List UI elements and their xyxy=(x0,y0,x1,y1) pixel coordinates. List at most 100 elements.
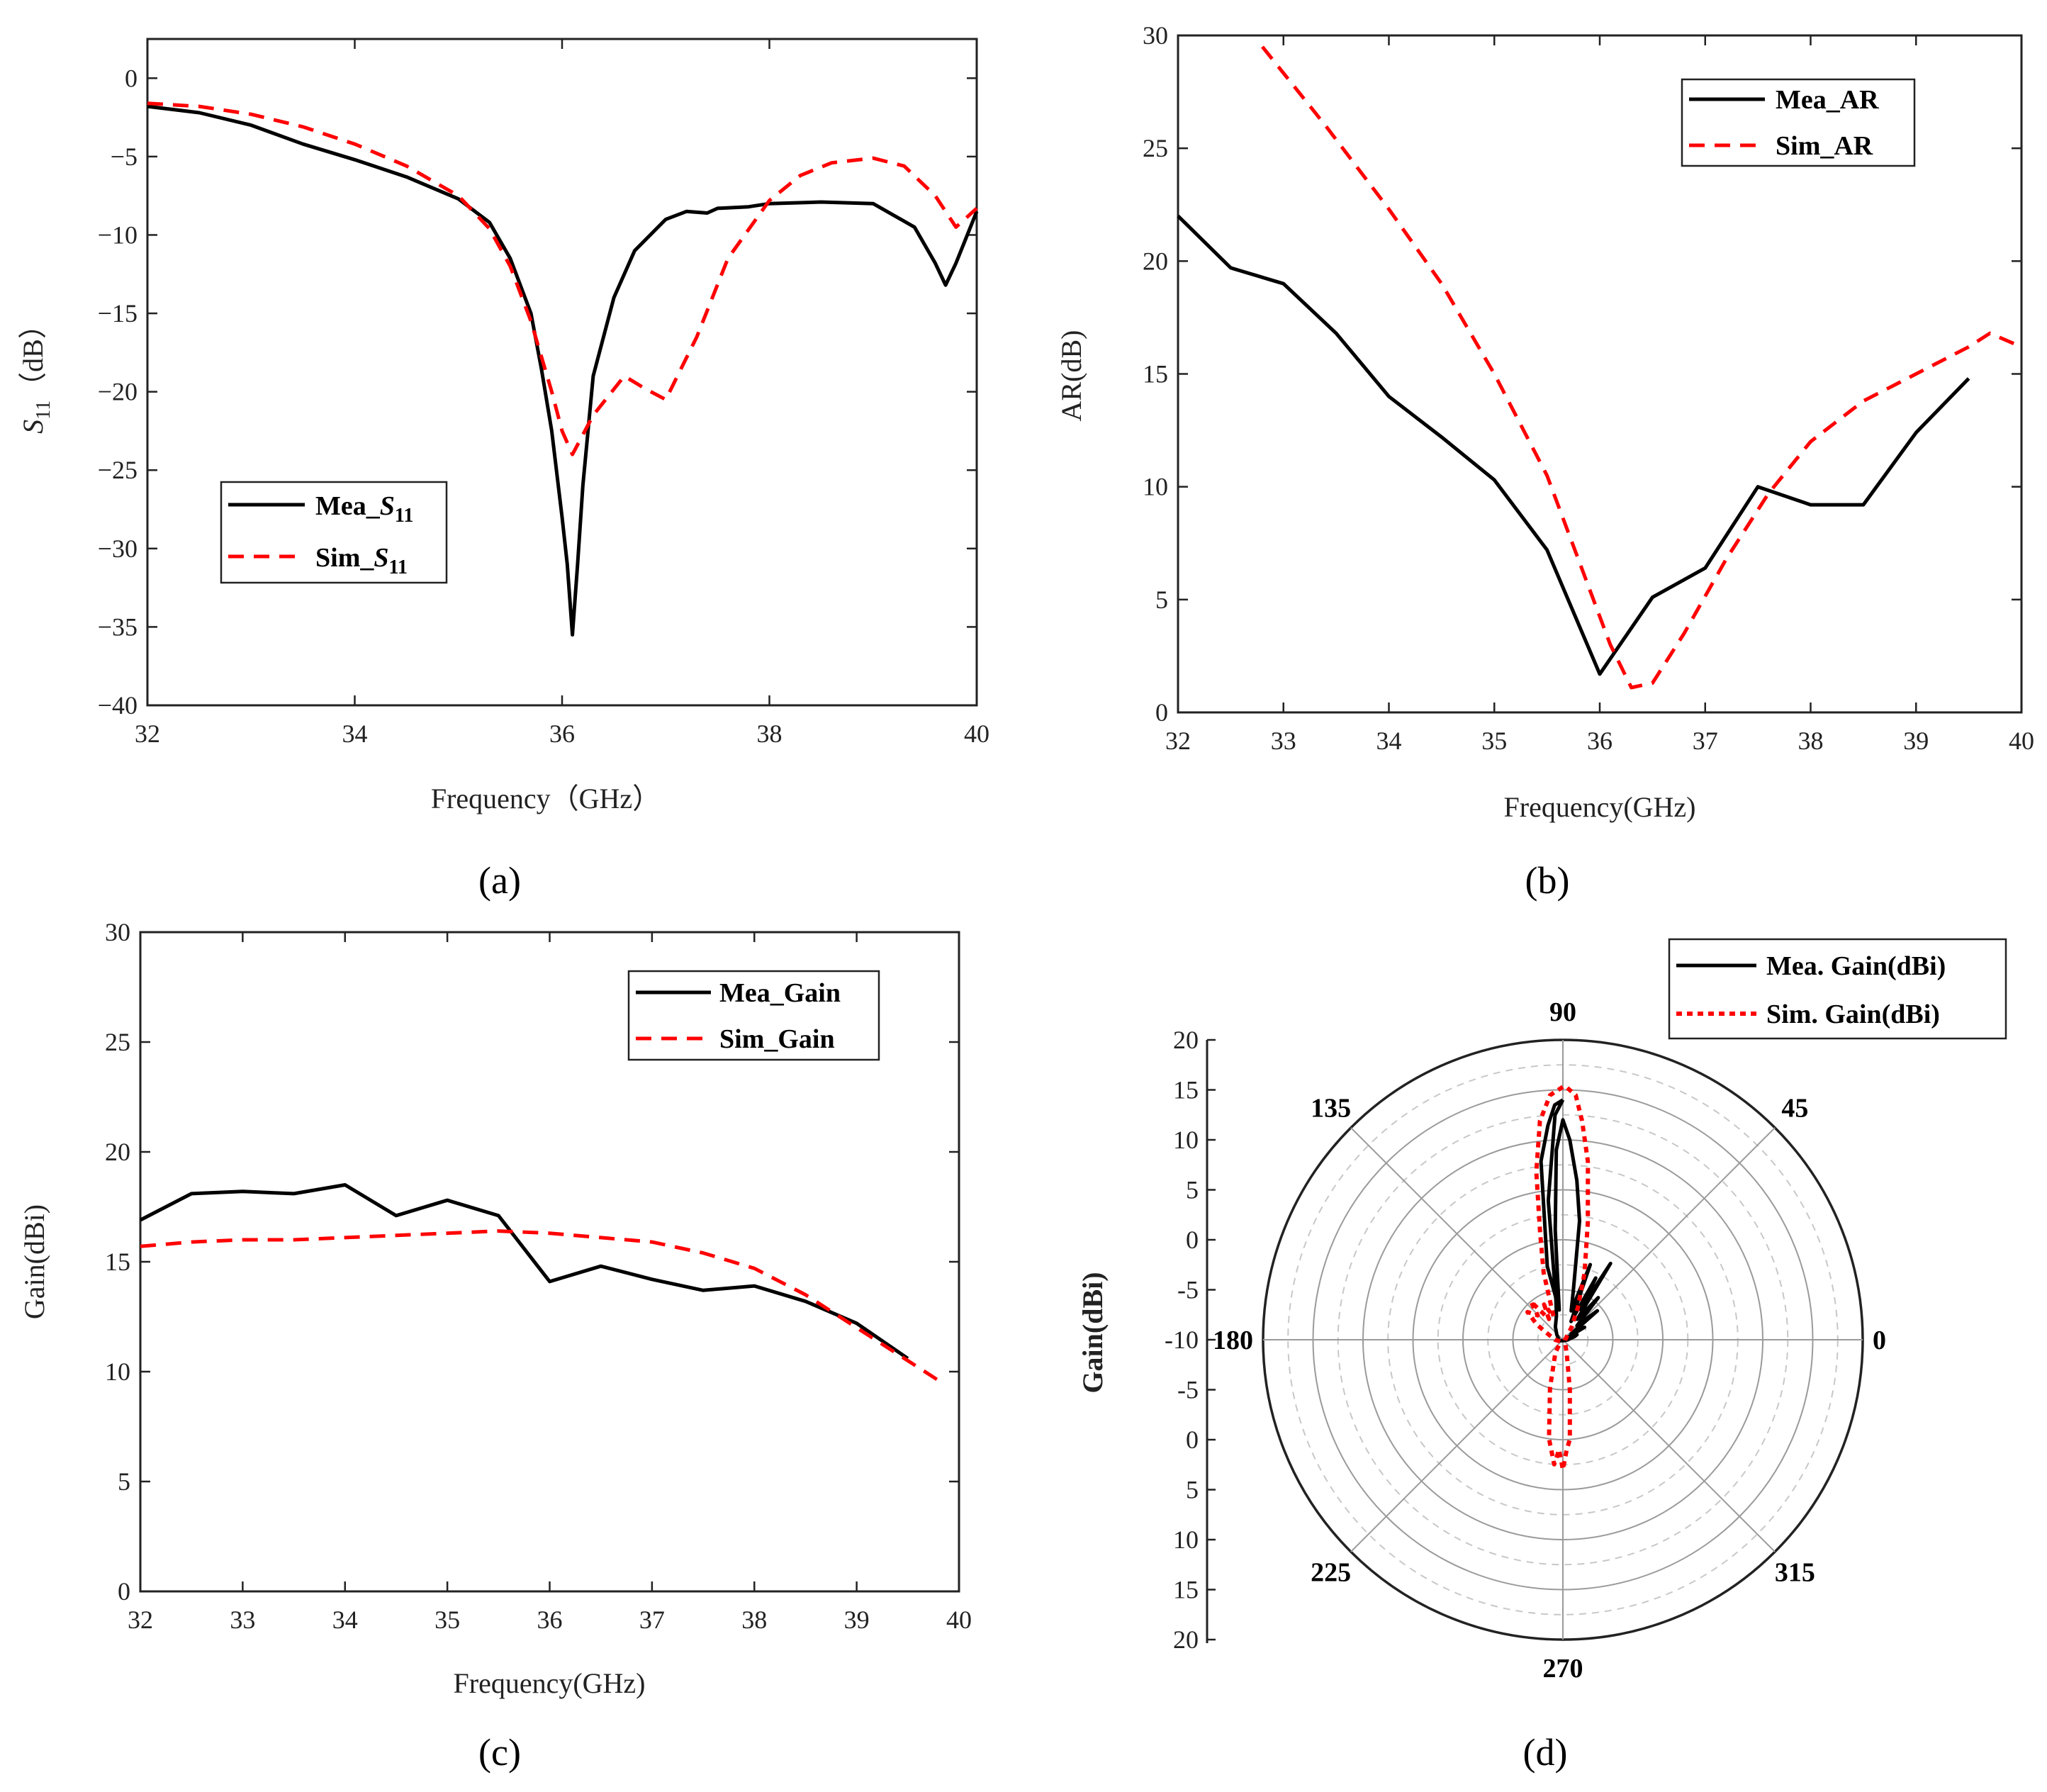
y-tick-label: −20 xyxy=(98,378,138,406)
x-tick-label: 38 xyxy=(741,1606,767,1634)
panel-label-d: (d) xyxy=(1523,1731,1568,1774)
x-tick-label: 39 xyxy=(1903,727,1929,755)
y-tick-label: −40 xyxy=(98,691,138,719)
radial-tick-label: 15 xyxy=(1173,1576,1199,1604)
panel-c-gain-chart: 32 33 34 35 36 37 38 39 40 0 5 10 15 20 25 30 Frequency… xyxy=(18,918,972,1774)
y-tick-label: 10 xyxy=(105,1357,130,1386)
series-line-Mea_Gain xyxy=(139,1183,909,1360)
radial-tick-label: -5 xyxy=(1177,1376,1199,1404)
plot-frame xyxy=(146,38,978,707)
y-tick-label: 0 xyxy=(118,1577,130,1606)
legend-mea-main: S xyxy=(380,491,395,521)
legend: Mea. Gain(dBi) Sim. Gain(dBi) xyxy=(1668,938,2007,1040)
series-group xyxy=(1525,1085,1613,1472)
panel-a-s11-chart: 32 34 36 38 40 0 −5 −10 −15 −20 −25 −30 −35 −40 Frequ… xyxy=(17,38,989,902)
x-tick-label: 40 xyxy=(946,1606,972,1634)
x-axis-title: Frequency(GHz) xyxy=(1504,791,1696,823)
x-tick-label: 32 xyxy=(1165,727,1191,755)
y-tick-label: 0 xyxy=(1155,698,1168,727)
panel-label-b: (b) xyxy=(1525,859,1570,902)
y-axis-title: Gain(dBi) xyxy=(18,1204,50,1319)
y-tick-label: 25 xyxy=(1143,134,1168,162)
x-tick-label: 33 xyxy=(230,1606,255,1634)
legend-box xyxy=(627,970,880,1061)
y-tick-label: 15 xyxy=(1143,360,1168,388)
angle-label: 0 xyxy=(1873,1326,1886,1355)
y-tick-label: 25 xyxy=(105,1028,130,1056)
y-tick-label: 20 xyxy=(1143,247,1168,275)
panel-b-ar-chart: 32 33 34 35 36 37 38 39 40 0 5 10 15 20 25 30 Frequency… xyxy=(1055,21,2034,902)
x-tick-label: 34 xyxy=(342,719,368,748)
radial-tick-label: 5 xyxy=(1186,1476,1199,1504)
angle-label: 45 xyxy=(1781,1094,1808,1124)
legend: Mea_Gain Sim_Gain xyxy=(627,970,880,1061)
panel-d-polar-chart: 20 15 10 5 0 -5 -10 -5 0 5 10 15 20 0 45 90 135 180 225 27… xyxy=(1077,938,2007,1774)
legend-mea-prefix: Mea_ xyxy=(315,491,381,521)
x-tick-label: 32 xyxy=(135,719,160,748)
radial-tick-label: -5 xyxy=(1177,1276,1199,1304)
x-axis-title: Frequency（GHz） xyxy=(431,783,661,814)
x-tick-label: 36 xyxy=(537,1606,563,1634)
x-tick-label: 36 xyxy=(1587,727,1613,755)
angle-labels: 0 45 90 135 180 225 270 315 xyxy=(1213,997,1886,1684)
series-line-Sim. Gain(dBi) xyxy=(1525,1085,1591,1472)
y-tick-label: 30 xyxy=(105,918,130,946)
angle-label: 315 xyxy=(1775,1557,1815,1587)
radial-tick-label: -10 xyxy=(1165,1326,1199,1354)
y-tick-label: −15 xyxy=(98,299,138,327)
y-tick-label: −30 xyxy=(98,534,138,563)
y-tick-label: 0 xyxy=(125,64,138,92)
panel-label-a: (a) xyxy=(478,859,521,902)
legend-label-mea: Mea_S11 xyxy=(315,491,413,527)
y-axis-title-unit: （dB） xyxy=(17,310,49,401)
radial-tick-label: 0 xyxy=(1186,1426,1199,1454)
x-tick-label: 40 xyxy=(964,719,989,748)
radial-ticks: 20 15 10 5 0 -5 -10 -5 0 5 10 15 20 xyxy=(1165,1026,1216,1654)
series-group xyxy=(147,101,979,637)
x-tick-label: 36 xyxy=(549,719,575,748)
legend-label-sim: Sim_Gain xyxy=(719,1024,835,1054)
angle-label: 180 xyxy=(1213,1326,1253,1355)
series-line-Mea_AR xyxy=(1177,214,1970,676)
legend-label-sim: Sim_AR xyxy=(1776,131,1873,161)
legend-box xyxy=(1668,938,2007,1040)
radial-tick-label: 5 xyxy=(1186,1176,1199,1204)
y-axis-title-main: S xyxy=(17,420,49,434)
y-tick-label: 30 xyxy=(1143,21,1168,50)
y-tick-label: −25 xyxy=(98,456,138,484)
panel-label-c: (c) xyxy=(478,1731,521,1774)
radial-tick-label: 15 xyxy=(1173,1076,1199,1104)
legend-sim-prefix: Sim_ xyxy=(315,543,374,573)
series-line-Sim_AR xyxy=(1261,45,2022,690)
grid-spoke xyxy=(1350,1127,1564,1340)
grid-spoke xyxy=(1562,1339,1776,1552)
y-axis-title: Gain(dBi) xyxy=(1077,1272,1109,1393)
series-line-Sim_S11 xyxy=(147,101,978,457)
y-axis-title: S11（dB） xyxy=(17,310,55,434)
x-tick-label: 33 xyxy=(1271,727,1296,755)
y-tick-label: −10 xyxy=(98,220,138,249)
x-tick-label: 37 xyxy=(1693,727,1718,755)
x-tick-label: 34 xyxy=(1376,727,1402,755)
legend-label-sim: Sim. Gain(dBi) xyxy=(1766,999,1940,1029)
legend-sim-sub: 11 xyxy=(389,556,408,578)
angle-label: 135 xyxy=(1311,1094,1351,1124)
y-tick-label: 15 xyxy=(105,1248,130,1276)
grid-spoke xyxy=(1562,1127,1776,1340)
legend-sim-main: S xyxy=(374,543,388,573)
legend-label-mea: Mea. Gain(dBi) xyxy=(1766,951,1946,981)
y-axis-title-sub: 11 xyxy=(33,401,55,420)
radial-tick-label: 10 xyxy=(1173,1126,1199,1154)
radial-tick-label: 20 xyxy=(1173,1625,1199,1654)
series-group xyxy=(1177,45,2022,690)
x-tick-label: 34 xyxy=(332,1606,358,1634)
y-tick-label: 5 xyxy=(118,1467,130,1496)
x-y-ticks: 32 33 34 35 36 37 38 39 40 0 5 10 15 20 25 30 xyxy=(1143,21,2034,755)
series-line-Mea_S11 xyxy=(147,104,979,637)
y-tick-label: −5 xyxy=(111,142,138,171)
x-tick-label: 39 xyxy=(844,1606,870,1634)
radial-tick-label: 20 xyxy=(1173,1026,1199,1054)
x-tick-label: 38 xyxy=(1798,727,1824,755)
angle-label: 270 xyxy=(1543,1654,1583,1684)
